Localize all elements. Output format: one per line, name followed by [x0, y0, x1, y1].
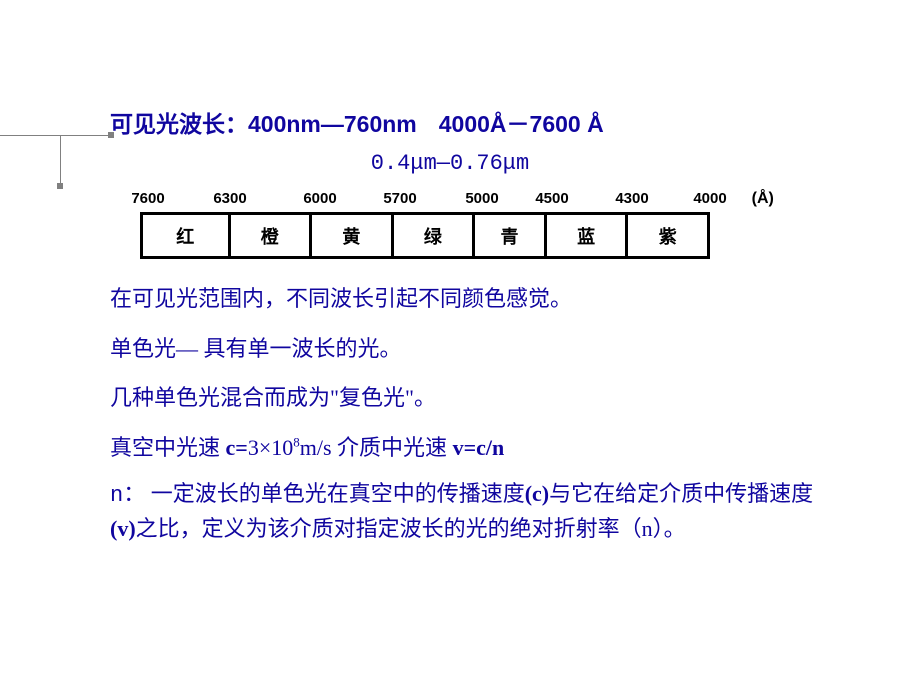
spectrum-tick: 6000: [303, 190, 336, 207]
spectrum-tick: 5700: [383, 190, 416, 207]
p4a: 真空中光速: [110, 435, 226, 460]
p5f: 之比，定义为该介质对指定波长的光的绝对折射率（n）。: [136, 516, 686, 541]
spectrum-cell: 紫: [627, 214, 709, 258]
spectrum-cell: 黄: [311, 214, 393, 258]
para-3: 几种单色光混合而成为"复色光"。: [110, 378, 830, 418]
spectrum-cell: 橙: [229, 214, 311, 258]
title-label: 可见光波长：: [110, 112, 248, 137]
para-4: 真空中光速 c=3×108m/s 介质中光速 v=c/n: [110, 428, 830, 468]
p5a: n: [110, 483, 123, 508]
p5b: ： 一定波长的单色光在真空中的传播速度: [123, 481, 525, 506]
spectrum-tick: 7600: [131, 190, 164, 207]
spectrum-unit: (Å): [752, 190, 774, 208]
title-line: 可见光波长：400nm—760nm 4000Å－7600 Å: [110, 105, 830, 139]
spectrum-cell: 红: [142, 214, 230, 258]
p4f: 介质中光速: [332, 435, 453, 460]
spectrum-tick: 4000: [693, 190, 726, 207]
p4g: v=c/n: [453, 435, 505, 460]
p5c: (c): [525, 481, 549, 506]
spectrum-cell: 绿: [392, 214, 474, 258]
para-1: 在可见光范围内，不同波长引起不同颜色感觉。: [110, 279, 830, 319]
decor-square-2: [57, 183, 63, 189]
p4e: m/s: [300, 435, 332, 460]
spectrum-cell: 蓝: [545, 214, 627, 258]
decor-vline: [60, 135, 61, 185]
p2b: 具有单一波长的光。: [198, 336, 402, 361]
title-range1: 400nm—760nm: [248, 111, 417, 137]
spectrum-tick: 4500: [535, 190, 568, 207]
para-2: 单色光— 具有单一波长的光。: [110, 329, 830, 369]
decor-hline: [0, 135, 110, 136]
sub-range: 0.4μm—0.76μm: [150, 151, 750, 176]
p4b: c=: [226, 435, 248, 460]
spectrum-tick: 5000: [465, 190, 498, 207]
spectrum-tick-labels: (Å) 76006300600057005000450043004000: [140, 190, 780, 210]
p5e: (v): [110, 516, 136, 541]
para-5: n： 一定波长的单色光在真空中的传播速度(c)与它在给定介质中传播速度 (v)之比…: [110, 477, 830, 545]
spectrum-cell: 青: [474, 214, 546, 258]
p4c: 3×10: [248, 435, 293, 460]
title-range2: 4000Å－7600 Å: [439, 111, 604, 137]
spectrum-tick: 6300: [213, 190, 246, 207]
p2a: 单色光—: [110, 336, 198, 361]
spectrum-row: 红橙黄绿青蓝紫: [142, 214, 709, 258]
spectrum-tick: 4300: [615, 190, 648, 207]
p5d: 与它在给定介质中传播速度: [549, 481, 813, 506]
content-area: 可见光波长：400nm—760nm 4000Å－7600 Å 0.4μm—0.76…: [110, 105, 830, 555]
spectrum-table: 红橙黄绿青蓝紫: [140, 212, 710, 259]
spectrum-diagram: (Å) 76006300600057005000450043004000 红橙黄…: [140, 190, 780, 259]
body-text: 在可见光范围内，不同波长引起不同颜色感觉。 单色光— 具有单一波长的光。 几种单…: [110, 279, 830, 545]
